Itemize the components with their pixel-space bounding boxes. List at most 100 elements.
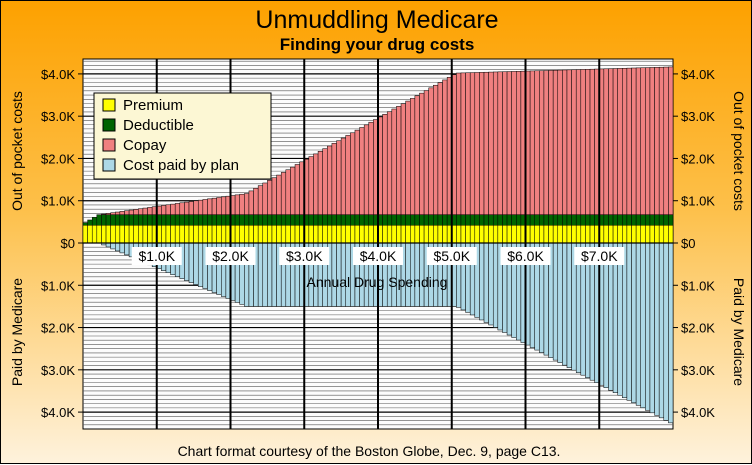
bar-deductible [612,214,618,226]
bar-deductible [405,214,411,226]
bar-copay [603,68,609,215]
bar-deductible [317,214,323,226]
bar-deductible [271,214,277,226]
bar-premium [115,224,121,244]
bar-deductible [557,214,563,226]
bar-deductible [133,214,139,226]
bar-copay [331,143,337,215]
bar-cost-paid-by-plan [617,242,623,396]
bar-deductible [488,214,494,226]
bar-deductible [184,214,190,226]
bar-deductible [428,214,434,226]
bar-cost-paid-by-plan [608,242,614,391]
bar-deductible [410,214,416,226]
bar-premium [87,224,93,244]
bar-premium [585,224,591,244]
bar-copay [239,193,245,215]
bar-deductible [566,214,572,226]
bar-copay [271,177,277,215]
bar-premium [626,224,632,244]
bar-deductible [400,214,406,226]
bar-deductible [635,214,641,226]
bar-copay [294,164,300,215]
bar-copay [516,71,522,215]
bar-copay [552,69,559,215]
bar-deductible [469,214,476,226]
bar-copay [622,68,628,215]
bar-deductible [460,214,466,226]
bar-premium [193,224,199,244]
bar-deductible [437,214,443,226]
bar-deductible [322,214,328,226]
bar-cost-paid-by-plan [124,242,130,256]
bar-deductible [626,214,632,226]
bar-premium [82,224,88,244]
bar-premium [147,224,153,244]
bar-copay [313,153,319,215]
bar-deductible [658,214,665,226]
bar-premium [405,224,411,244]
chart-subtitle: Finding your drug costs [280,35,475,54]
bar-deductible [497,214,503,226]
bar-deductible [313,214,319,226]
x-tick-labels: $1.0K $2.0K $3.0K $4.0K $5.0K $6.0K $7.0K [131,247,625,265]
bar-premium [294,224,300,244]
bar-cost-paid-by-plan [110,242,116,250]
bar-copay [363,124,370,215]
bar-copay [124,210,130,215]
bar-premium [460,224,466,244]
bar-copay [133,209,139,215]
bar-deductible [382,214,388,226]
bar-premium [580,224,586,244]
bar-premium [410,224,416,244]
bar-premium [308,224,314,244]
bar-premium [331,224,337,244]
bar-premium [534,224,540,244]
bar-deductible [645,214,651,226]
bar-premium [188,224,194,244]
bar-deductible [368,214,374,226]
y-tick-label-top-left: $1.0K [41,194,75,209]
bar-premium [257,224,264,244]
bar-copay [456,72,462,215]
bar-copay [433,84,439,215]
bar-cost-paid-by-plan [635,242,641,406]
bar-copay [502,71,508,215]
bar-premium [433,224,439,244]
bar-premium [400,224,406,244]
bar-copay [193,200,199,215]
bar-premium [548,224,554,244]
bar-cost-paid-by-plan [668,242,674,424]
x-tick-label-bg [205,247,256,265]
bar-premium [539,224,545,244]
bar-premium [663,224,669,244]
bar-deductible [423,214,429,226]
bar-copay [285,169,291,215]
bar-premium [622,224,628,244]
bar-premium [391,224,397,244]
bar-deductible [262,214,268,226]
bar-deductible [336,214,342,226]
bar-copay [161,205,167,215]
bar-deductible [363,214,370,226]
y-tick-label-top-right: $1.0K [681,194,715,209]
bar-deductible [506,214,512,226]
bar-premium [133,224,139,244]
y-tick-label-top-right: $2.0K [681,151,715,166]
y-tick-label-top-left: $0 [61,236,75,251]
bar-copay [317,151,323,215]
bar-copay [105,213,111,215]
bar-copay [179,202,185,215]
bar-deductible [571,214,577,226]
vertical-gridlines [155,59,601,429]
y-axis-label-out-of-pocket-right: Out of pocket costs [731,91,747,211]
x-tick-label-bg [426,247,477,265]
y-tick-label-top-right: $4.0K [681,67,715,82]
bar-deductible [211,214,217,226]
bar-copay [248,190,254,215]
bar-deductible [442,214,448,226]
bar-premium [414,224,420,244]
bar-deductible [253,214,259,226]
bar-premium [165,224,171,244]
